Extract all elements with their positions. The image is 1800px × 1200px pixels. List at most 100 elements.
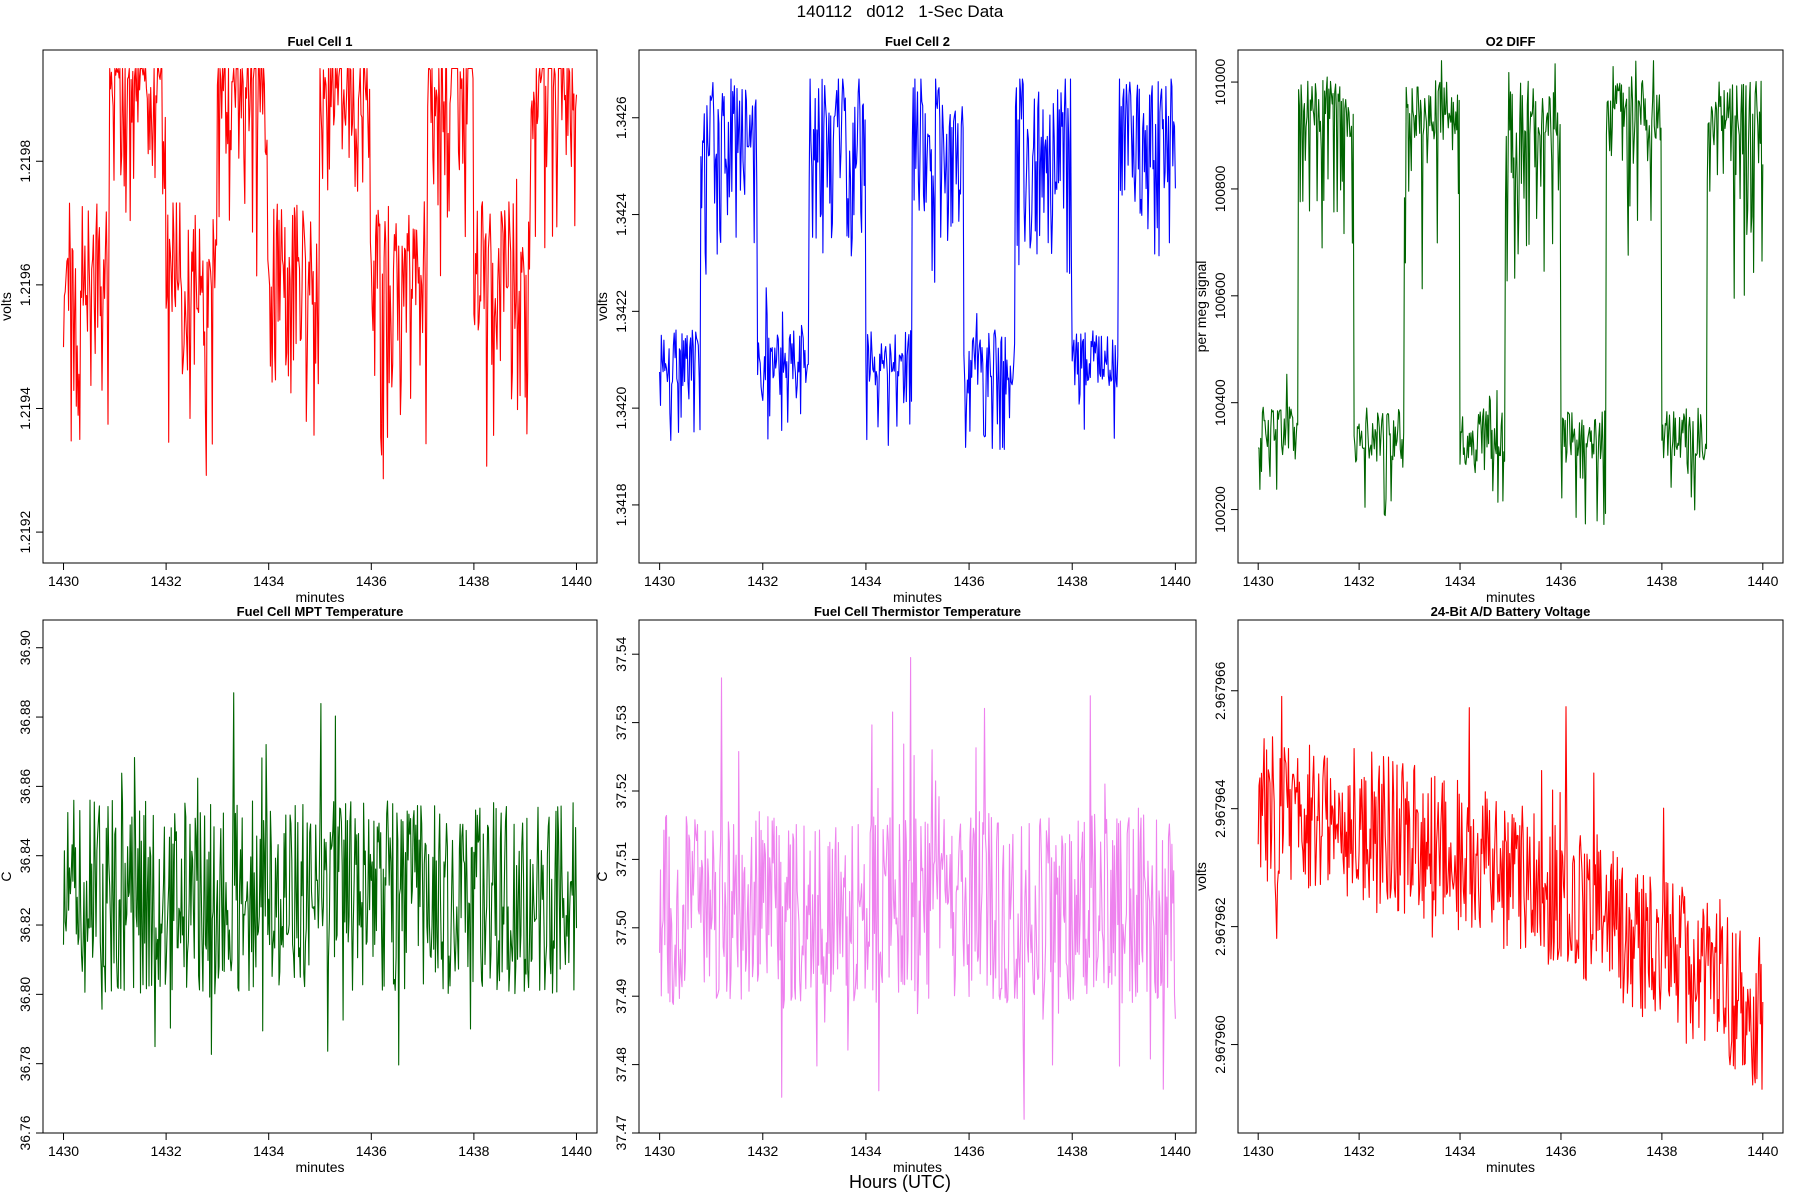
x-tick-label: 1436 (356, 1143, 387, 1159)
x-tick-label: 1436 (953, 1143, 984, 1159)
y-tick-label: 36.90 (17, 630, 33, 665)
y-tick-label: 2.967966 (1212, 661, 1228, 720)
x-tick-label: 1440 (1160, 573, 1191, 589)
x-tick-label: 1430 (1243, 1143, 1274, 1159)
y-axis-label: volts (594, 292, 610, 321)
plot-title: Fuel Cell Thermistor Temperature (814, 604, 1021, 619)
x-axis-label: minutes (893, 1159, 942, 1175)
x-tick-label: 1434 (1444, 1143, 1475, 1159)
y-tick-label: 1.2198 (17, 140, 33, 183)
x-axis-label: minutes (1486, 589, 1535, 605)
y-tick-label: 2.967960 (1212, 1015, 1228, 1074)
y-tick-label: 36.76 (17, 1115, 33, 1150)
x-tick-label: 1438 (1057, 1143, 1088, 1159)
y-axis-label: C (594, 871, 610, 881)
x-tick-label: 1440 (561, 573, 592, 589)
x-tick-label: 1436 (1545, 1143, 1576, 1159)
x-tick-label: 1436 (1545, 573, 1576, 589)
plot-title: Fuel Cell 1 (287, 34, 352, 49)
x-tick-label: 1434 (850, 1143, 881, 1159)
y-tick-label: 37.50 (613, 910, 629, 945)
x-tick-label: 1438 (458, 1143, 489, 1159)
y-tick-label: 37.48 (613, 1047, 629, 1082)
y-axis-label: volts (0, 292, 14, 321)
plot-frame (1237, 49, 1784, 564)
chart-panel-3: O2 DIFF 1430 1432 1434 1436 1438 1440 minutes 10… (1193, 34, 1784, 605)
x-tick-label: 1432 (151, 1143, 182, 1159)
y-tick-label: 36.82 (17, 907, 33, 942)
y-tick-label: 36.86 (17, 769, 33, 804)
series-line (659, 78, 1176, 450)
x-tick-label: 1440 (1747, 1143, 1778, 1159)
x-tick-label: 1438 (1646, 573, 1677, 589)
chart-panel-2: Fuel Cell 2 1430 1432 1434 1436 1438 1440 minut… (594, 34, 1197, 605)
x-tick-label: 1440 (1160, 1143, 1191, 1159)
x-axis-label: minutes (893, 589, 942, 605)
y-tick-label: 2.967962 (1212, 897, 1228, 956)
x-tick-label: 1432 (1344, 1143, 1375, 1159)
x-tick-label: 1434 (850, 573, 881, 589)
y-axis-label: C (0, 871, 14, 881)
chart-panel-1: Fuel Cell 1 1430 1432 1434 1436 1438 1440 minut… (0, 34, 598, 605)
chart-panel-6: 24-Bit A/D Battery Voltage 1430 1432 1434 14… (1193, 604, 1784, 1175)
page-title: 140112 d012 1-Sec Data (796, 2, 1004, 21)
y-tick-label: 1.2194 (17, 387, 33, 430)
x-tick-label: 1436 (356, 573, 387, 589)
chart-panel-4: Fuel Cell MPT Temperature 1430 1432 1434 143… (0, 604, 598, 1175)
plot-title: Fuel Cell MPT Temperature (237, 604, 404, 619)
series-line (1257, 695, 1764, 1090)
y-tick-label: 37.51 (613, 842, 629, 877)
x-tick-label: 1434 (1444, 573, 1475, 589)
series-line (62, 67, 578, 480)
series-line (62, 692, 578, 1066)
x-tick-label: 1432 (747, 1143, 778, 1159)
x-tick-label: 1434 (253, 1143, 284, 1159)
y-tick-label: 36.88 (17, 699, 33, 734)
x-tick-label: 1430 (48, 573, 79, 589)
x-tick-label: 1432 (151, 573, 182, 589)
x-tick-label: 1436 (953, 573, 984, 589)
y-tick-label: 1.2196 (17, 263, 33, 306)
y-tick-label: 101000 (1212, 58, 1228, 105)
x-tick-label: 1434 (253, 573, 284, 589)
x-tick-label: 1438 (1646, 1143, 1677, 1159)
x-tick-label: 1432 (1344, 573, 1375, 589)
global-x-axis-label: Hours (UTC) (849, 1172, 951, 1192)
x-tick-label: 1430 (48, 1143, 79, 1159)
x-tick-label: 1438 (458, 573, 489, 589)
x-tick-label: 1440 (561, 1143, 592, 1159)
x-tick-label: 1430 (1243, 573, 1274, 589)
plot-frame (42, 619, 598, 1134)
y-tick-label: 2.967964 (1212, 779, 1228, 838)
y-tick-label: 1.3420 (613, 387, 629, 430)
plot-frame (1237, 619, 1784, 1134)
y-axis-label: per meg signal (1193, 261, 1209, 353)
y-tick-label: 37.49 (613, 978, 629, 1013)
y-tick-label: 1.2192 (17, 510, 33, 553)
x-axis-label: minutes (1486, 1159, 1535, 1175)
y-tick-label: 100200 (1212, 486, 1228, 533)
y-tick-label: 37.54 (613, 636, 629, 671)
x-tick-label: 1438 (1057, 573, 1088, 589)
plot-frame (42, 49, 598, 564)
plot-title: O2 DIFF (1486, 34, 1536, 49)
y-tick-label: 36.80 (17, 977, 33, 1012)
y-tick-label: 37.52 (613, 773, 629, 808)
chart-panel-5: Fuel Cell Thermistor Temperature 1430 1432… (594, 604, 1197, 1175)
x-tick-label: 1440 (1747, 573, 1778, 589)
x-axis-label: minutes (295, 1159, 344, 1175)
y-tick-label: 1.3426 (613, 96, 629, 139)
x-tick-label: 1430 (644, 1143, 675, 1159)
series-line (1257, 60, 1764, 526)
y-tick-label: 100400 (1212, 379, 1228, 426)
y-tick-label: 37.47 (613, 1115, 629, 1150)
plot-title: Fuel Cell 2 (885, 34, 950, 49)
y-axis-label: volts (1193, 862, 1209, 891)
plot-frame (638, 619, 1197, 1134)
y-tick-label: 1.3424 (613, 193, 629, 236)
series-line (659, 657, 1176, 1120)
y-tick-label: 1.3422 (613, 290, 629, 333)
plot-title: 24-Bit A/D Battery Voltage (1431, 604, 1591, 619)
x-axis-label: minutes (295, 589, 344, 605)
